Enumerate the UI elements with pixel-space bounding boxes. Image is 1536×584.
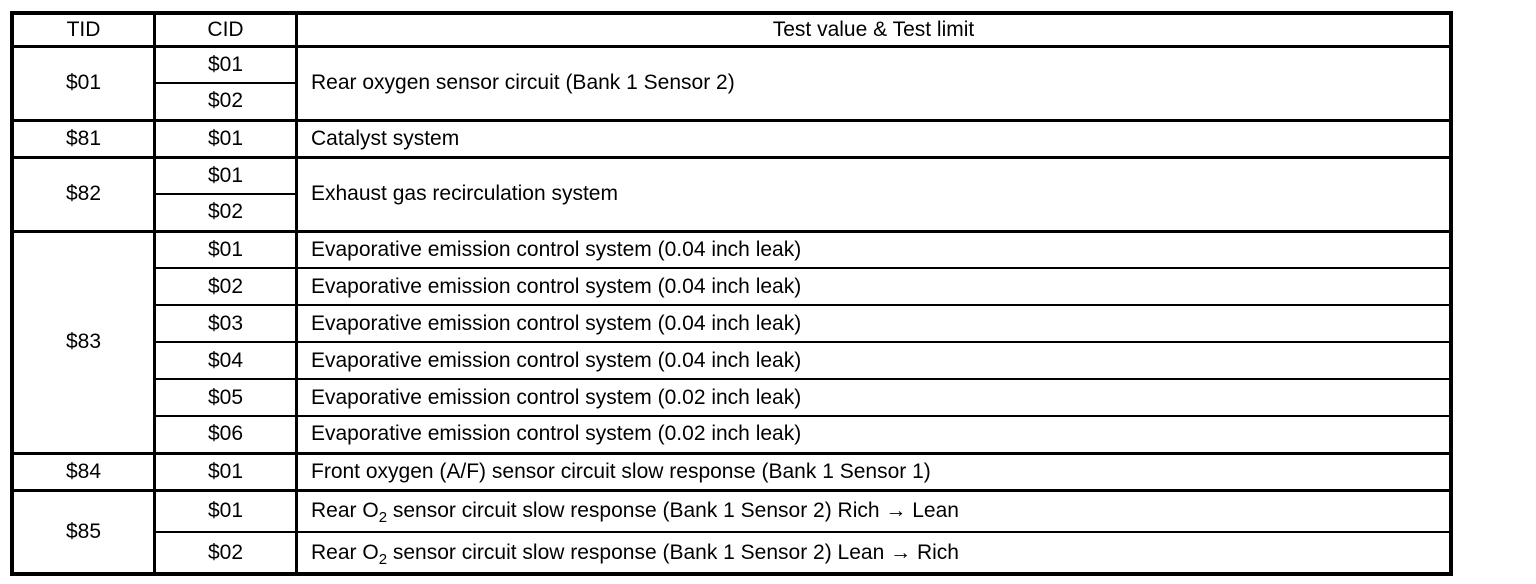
cid-cell: $01	[153, 488, 298, 533]
tid-header: TID	[11, 12, 156, 47]
diagnostic-test-table: TID CID Test value & Test limit $01 $01 …	[10, 11, 1453, 576]
description-cell: Evaporative emission control system (0.0…	[295, 415, 1452, 454]
tid-cell: $83	[11, 229, 156, 454]
table-row: $85 $01 Rear O2 sensor circuit slow resp…	[11, 488, 1452, 575]
description-cell: Front oxygen (A/F) sensor circuit slow r…	[295, 451, 1452, 491]
description-cell: Evaporative emission control system (0.0…	[295, 341, 1452, 380]
description-cell: Evaporative emission control system (0.0…	[295, 304, 1452, 343]
description-cell: Rear oxygen sensor circuit (Bank 1 Senso…	[295, 44, 1452, 121]
cid-cell: $02	[153, 193, 298, 232]
table-row: $83 $01 Evaporative emission control sys…	[11, 229, 1452, 454]
table-row: $82 $01 Exhaust gas recirculation system	[11, 155, 1452, 232]
table-row: $02	[12, 193, 1451, 232]
description-cell: Exhaust gas recirculation system	[295, 155, 1452, 232]
cid-cell: $03	[153, 304, 298, 343]
cid-header: CID	[153, 12, 298, 47]
table-row: $04 Evaporative emission control system …	[12, 341, 1452, 380]
description-prefix: Rear O	[311, 540, 379, 564]
description-cell: Rear O2 sensor circuit slow response (Ba…	[295, 488, 1452, 533]
tid-cell: $01	[11, 44, 156, 121]
o2-subscript: 2	[378, 550, 388, 568]
table-row: $81 $01 Catalyst system	[11, 118, 1452, 158]
description-cell: Evaporative emission control system (0.0…	[295, 378, 1452, 417]
cid-cell: $01	[153, 229, 298, 269]
cid-cell: $02	[153, 267, 298, 306]
cid-cell: $02	[153, 82, 298, 121]
description-cell: Rear O2 sensor circuit slow response (Ba…	[295, 531, 1452, 575]
cid-cell: $01	[153, 44, 298, 84]
table-row: $84 $01 Front oxygen (A/F) sensor circui…	[11, 451, 1452, 491]
cid-cell: $04	[153, 341, 298, 380]
table-row: $06 Evaporative emission control system …	[12, 415, 1452, 454]
table-row: $01 $01 Rear oxygen sensor circuit (Bank…	[11, 44, 1452, 121]
test-value-header: Test value & Test limit	[295, 12, 1452, 47]
table-row: $02 Rear O2 sensor circuit slow response…	[12, 531, 1452, 575]
o2-subscript: 2	[378, 509, 388, 527]
description-suffix: sensor circuit slow response (Bank 1 Sen…	[387, 540, 959, 564]
tid-cell: $85	[11, 488, 156, 575]
description-suffix: sensor circuit slow response (Bank 1 Sen…	[387, 499, 959, 523]
description-prefix: Rear O	[311, 499, 379, 523]
tid-cell: $84	[11, 451, 156, 491]
cid-cell: $01	[153, 118, 298, 158]
cid-cell: $02	[153, 531, 298, 575]
table-row: $02	[12, 82, 1451, 121]
header-row: TID CID Test value & Test limit	[11, 12, 1452, 47]
cid-cell: $05	[153, 378, 298, 417]
description-cell: Catalyst system	[295, 118, 1452, 158]
description-cell: Evaporative emission control system (0.0…	[295, 229, 1452, 269]
cid-cell: $01	[153, 451, 298, 491]
description-cell: Evaporative emission control system (0.0…	[295, 267, 1452, 306]
cid-cell: $06	[153, 415, 298, 454]
table-row: $03 Evaporative emission control system …	[12, 304, 1452, 343]
table-row: $05 Evaporative emission control system …	[12, 378, 1452, 417]
table-row: $02 Evaporative emission control system …	[12, 267, 1452, 306]
cid-cell: $01	[153, 155, 298, 195]
tid-cell: $82	[11, 155, 156, 232]
tid-cell: $81	[11, 118, 156, 158]
